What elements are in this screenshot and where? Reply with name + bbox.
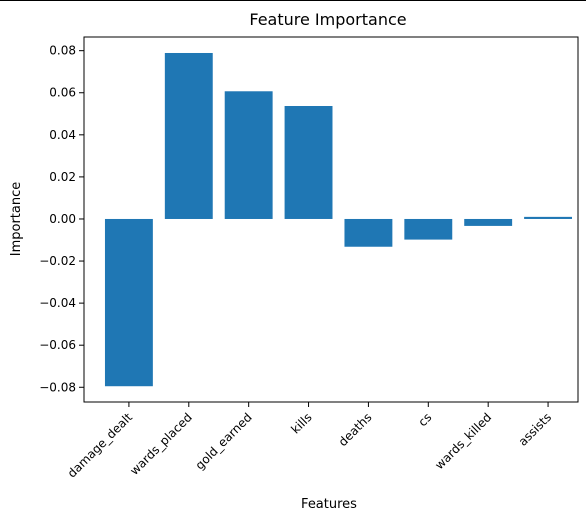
y-tick-label: −0.02 [39, 254, 76, 268]
bars-group [104, 52, 573, 387]
bar-assists [524, 216, 573, 219]
bar-damage-dealt [104, 218, 153, 387]
y-tick-label: 0.00 [49, 212, 76, 226]
y-axis-label: Importance [9, 182, 24, 257]
x-tick-label: damage_dealt [65, 410, 135, 480]
y-tick-label: −0.06 [39, 338, 76, 352]
y-tick-label: −0.08 [39, 380, 76, 394]
x-tick-label: wards_placed [127, 410, 195, 478]
window-top-border [0, 0, 586, 1]
x-tick-label: assists [516, 410, 554, 448]
y-axis: −0.08 −0.06 −0.04 −0.02 0.00 0.02 0.04 0.06 0.08 [39, 44, 84, 394]
bar-cs [404, 218, 453, 240]
bar-gold-earned [224, 91, 273, 219]
bar-deaths [344, 218, 393, 247]
chart-title: Feature Importance [249, 10, 406, 29]
y-tick-label: 0.04 [49, 128, 76, 142]
bar-wards-killed [464, 218, 513, 226]
y-tick-label: 0.08 [49, 44, 76, 58]
y-tick-label: −0.04 [39, 296, 76, 310]
x-tick-label: cs [415, 410, 434, 429]
x-tick-label: gold_earned [193, 410, 255, 472]
x-tick-label: kills [288, 410, 314, 436]
bar-wards-placed [164, 52, 213, 219]
x-tick-label: wards_killed [432, 410, 494, 472]
y-tick-label: 0.06 [49, 86, 76, 100]
y-tick-label: 0.02 [49, 170, 76, 184]
x-axis-label: Features [301, 497, 357, 512]
bar-kills [284, 106, 333, 219]
plot-frame [83, 36, 579, 403]
x-tick-label: deaths [336, 410, 375, 449]
